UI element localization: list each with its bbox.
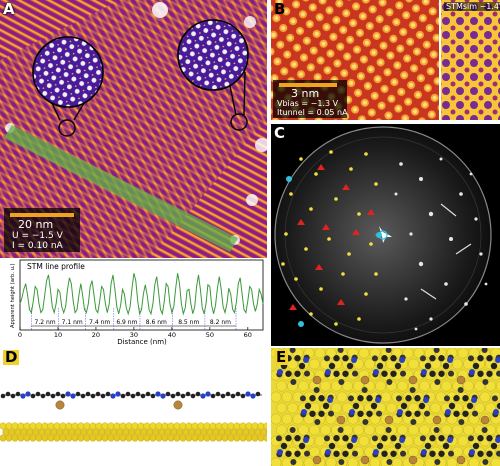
profile-chart: 0 10 20 30 40 50 60 7.2 nm 7.1 nm 7.4 nm 6.9 nm 8.6… [0, 258, 267, 346]
panel-d-label: D [3, 348, 20, 366]
panel-e-top-model [271, 348, 500, 466]
panel-e: E [271, 348, 500, 466]
x-tick-label: 30 [130, 331, 138, 339]
x-axis-label: Distance (nm) [117, 338, 167, 346]
period-annotation: 8.5 nm [178, 319, 199, 326]
panel-b: B 3 nm Vbias = −1.3 V Itunnel = 0.05 nA … [271, 0, 500, 120]
period-annotation: 7.4 nm [89, 319, 110, 326]
panel-a-info-box: 20 nm U = −1.5 V I = 0.10 nA [4, 208, 80, 252]
profile-chart-svg: 0 10 20 30 40 50 60 7.2 nm 7.1 nm 7.4 nm 6.9 nm 8.6… [10, 259, 264, 346]
panel-e-label: E [274, 348, 289, 366]
period-annotation: 8.2 nm [210, 319, 231, 326]
panel-d: D [0, 348, 267, 466]
period-annotation: 7.2 nm [35, 319, 56, 326]
x-tick-label: 50 [206, 331, 214, 339]
panel-c-leed-image [271, 124, 500, 346]
panel-a-scale-text: 20 nm [18, 218, 54, 231]
period-annotation: 7.1 nm [62, 319, 83, 326]
panel-d-side-model [0, 391, 267, 442]
panel-b-label: B [274, 0, 286, 18]
molecular-layer [0, 391, 262, 410]
panel-b-scale-bar [279, 83, 337, 87]
panel-c: C [271, 124, 500, 346]
x-tick-label: 10 [54, 331, 62, 339]
panel-b-scale-text: 3 nm [291, 87, 320, 100]
y-axis-label: Apparent height (arb. u.) [10, 263, 16, 328]
chart-title: STM line profile [27, 262, 85, 271]
panel-a-scale-bar [10, 213, 74, 217]
period-annotation: 8.6 nm [146, 319, 167, 326]
x-tick-label: 60 [244, 331, 252, 339]
x-tick-label: 40 [168, 331, 176, 339]
period-annotation: 6.9 nm [116, 319, 137, 326]
panel-a-label: A [3, 0, 15, 18]
substrate-atoms [0, 422, 267, 442]
panel-b-sim-label: STMsim −1.4V [444, 2, 500, 11]
panel-a-bias-text: U = −1.5 V [12, 231, 63, 241]
x-tick-label: 0 [18, 331, 22, 339]
panel-b-bias-text: Vbias = −1.3 V [277, 99, 339, 108]
panel-a-current-text: I = 0.10 nA [12, 241, 63, 251]
panel-b-current-text: Itunnel = 0.05 nA [277, 108, 348, 117]
panel-c-label: C [274, 124, 286, 142]
panel-a: A 20 nm U = −1.5 V I = 0.10 nA [0, 0, 267, 258]
profile-line [19, 273, 264, 316]
panel-b-info-box: 3 nm Vbias = −1.3 V Itunnel = 0.05 nA [273, 80, 348, 118]
x-tick-label: 20 [92, 331, 100, 339]
